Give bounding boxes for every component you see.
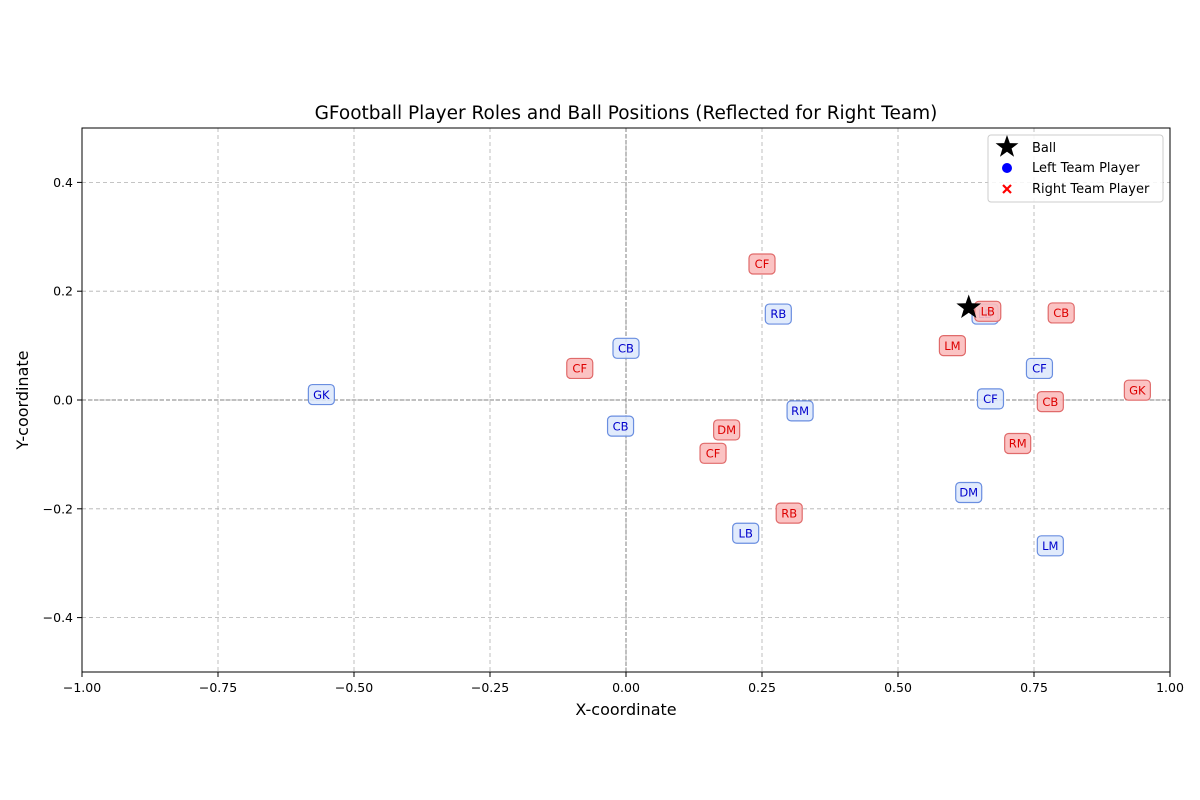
- role-box: [1004, 432, 1032, 455]
- legend-ball-star-icon: [995, 135, 1019, 157]
- left-team-player: CF: [976, 388, 1005, 410]
- role-label: LM: [944, 339, 960, 353]
- player-points: GKCBCBLBRBRMDMCFCFLMLBGKCBCBLBRBLMRMDMCF…: [307, 253, 1151, 557]
- role-label: LB: [981, 305, 995, 319]
- role-box: [307, 383, 335, 406]
- role-label: CF: [572, 362, 587, 376]
- legend-frame: [987, 134, 1164, 203]
- role-box: [1025, 357, 1054, 380]
- role-label: LM: [1042, 539, 1058, 553]
- role-label: CB: [1053, 306, 1069, 320]
- role-label: RM: [791, 404, 809, 418]
- role-box: [1036, 391, 1064, 413]
- role-box: [612, 337, 640, 359]
- right-team-player: LM: [938, 335, 967, 357]
- left-team-player: CB: [612, 337, 640, 359]
- legend-label-ball: Ball: [1032, 141, 1056, 156]
- x-tick-label: −0.50: [335, 680, 373, 695]
- role-box: [786, 400, 814, 422]
- role-box: [713, 419, 741, 441]
- right-team-player: CF: [566, 357, 594, 380]
- x-tick-label: −0.75: [199, 680, 237, 695]
- ball-markers: [956, 294, 982, 319]
- ball-marker: [956, 294, 982, 319]
- legend-right-team-x-icon: [1002, 184, 1012, 194]
- legend-label-left-team: Left Team Player: [1032, 161, 1140, 176]
- legend-markers: [995, 135, 1019, 194]
- x-tick-label: 0.25: [748, 680, 776, 695]
- role-box: [566, 357, 594, 380]
- role-box: [1036, 535, 1064, 557]
- left-team-player: LM: [1036, 535, 1064, 557]
- x-axis-title: X-coordinate: [575, 700, 676, 719]
- legend-left-team-dot-icon: [1002, 163, 1012, 173]
- left-team-player: CF: [1025, 357, 1054, 380]
- role-label: RB: [781, 506, 797, 520]
- y-tick-label: 0.0: [53, 393, 73, 408]
- legend: Ball Left Team Player Right Team Player: [987, 134, 1164, 203]
- axis-ticks: −1.00 −0.75 −0.50 −0.25 0.00 0.25 0.50 0.75 1.00…: [43, 175, 1184, 695]
- role-box: [1123, 379, 1151, 401]
- role-box: [938, 335, 967, 357]
- left-team-player: CB: [606, 415, 635, 437]
- left-team-player: GK: [307, 383, 335, 406]
- role-box: [606, 415, 635, 437]
- chart-title: GFootball Player Roles and Ball Position…: [315, 103, 938, 124]
- left-team-player: RB: [764, 303, 792, 325]
- role-box: [976, 388, 1005, 410]
- x-tick-label: −1.00: [63, 680, 101, 695]
- role-box: [764, 303, 792, 325]
- role-label: GK: [1129, 383, 1146, 397]
- y-tick-label: −0.2: [43, 501, 73, 516]
- right-team-player: CB: [1047, 302, 1075, 324]
- role-box: [974, 300, 1002, 322]
- x-tick-label: 1.00: [1156, 680, 1184, 695]
- left-team-player: RM: [786, 400, 814, 422]
- right-team-player: LB: [974, 300, 1002, 322]
- role-box: [1047, 302, 1075, 324]
- x-tick-label: 0.75: [1020, 680, 1048, 695]
- role-box: [732, 522, 760, 544]
- legend-label-right-team: Right Team Player: [1032, 182, 1150, 197]
- role-label: CF: [755, 257, 770, 271]
- role-label: LB: [739, 526, 753, 540]
- right-team-player: DM: [713, 419, 741, 441]
- role-label: DM: [717, 423, 736, 437]
- right-team-player: RM: [1004, 432, 1032, 455]
- right-team-player: CF: [699, 442, 727, 464]
- x-tick-label: 0.50: [884, 680, 912, 695]
- left-team-player: DM: [955, 481, 983, 504]
- role-box: [699, 442, 727, 464]
- role-box: [955, 481, 983, 504]
- x-tick-label: 0.00: [612, 680, 640, 695]
- role-label: RB: [770, 307, 786, 321]
- role-label: RM: [1009, 437, 1027, 451]
- left-team-player: LB: [732, 522, 760, 544]
- role-label: CB: [618, 342, 634, 356]
- role-box: [748, 253, 776, 275]
- y-axis-title: Y-coordinate: [13, 351, 32, 451]
- y-tick-label: −0.4: [43, 610, 73, 625]
- role-label: DM: [959, 486, 978, 500]
- right-team-player: RB: [775, 502, 803, 524]
- role-label: CF: [983, 392, 998, 406]
- right-team-player: CB: [1036, 391, 1064, 413]
- role-label: GK: [313, 388, 330, 402]
- y-tick-label: 0.2: [53, 284, 73, 299]
- right-team-player: GK: [1123, 379, 1151, 401]
- role-label: CB: [613, 419, 629, 433]
- role-box: [775, 502, 803, 524]
- legend-x-stroke: [1002, 184, 1012, 194]
- x-tick-label: −0.25: [471, 680, 509, 695]
- role-label: CF: [706, 447, 721, 461]
- y-tick-label: 0.4: [53, 175, 73, 190]
- role-label: CB: [1042, 395, 1058, 409]
- role-label: CF: [1032, 362, 1047, 376]
- right-team-player: CF: [748, 253, 776, 275]
